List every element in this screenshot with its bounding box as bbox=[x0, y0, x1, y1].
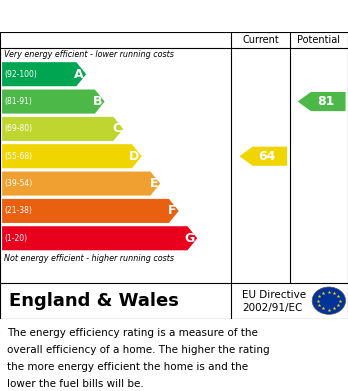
Text: (55-68): (55-68) bbox=[5, 152, 33, 161]
Text: 81: 81 bbox=[317, 95, 334, 108]
Text: lower the fuel bills will be.: lower the fuel bills will be. bbox=[7, 379, 144, 389]
Polygon shape bbox=[2, 199, 179, 223]
Text: England & Wales: England & Wales bbox=[9, 292, 179, 310]
Text: B: B bbox=[93, 95, 103, 108]
Polygon shape bbox=[239, 147, 287, 166]
Text: Current: Current bbox=[242, 35, 279, 45]
Text: E: E bbox=[150, 177, 158, 190]
Text: (69-80): (69-80) bbox=[5, 124, 33, 133]
Text: G: G bbox=[185, 232, 195, 245]
Text: Very energy efficient - lower running costs: Very energy efficient - lower running co… bbox=[4, 50, 174, 59]
Polygon shape bbox=[2, 117, 123, 141]
Text: the more energy efficient the home is and the: the more energy efficient the home is an… bbox=[7, 362, 248, 372]
Text: (81-91): (81-91) bbox=[5, 97, 33, 106]
Polygon shape bbox=[2, 172, 160, 196]
Text: (92-100): (92-100) bbox=[5, 70, 38, 79]
Polygon shape bbox=[298, 92, 346, 111]
Text: Potential: Potential bbox=[297, 35, 340, 45]
Polygon shape bbox=[2, 226, 197, 250]
Text: (39-54): (39-54) bbox=[5, 179, 33, 188]
Text: A: A bbox=[74, 68, 84, 81]
Text: EU Directive: EU Directive bbox=[242, 290, 306, 300]
Polygon shape bbox=[2, 144, 142, 168]
Polygon shape bbox=[2, 62, 86, 86]
Text: Not energy efficient - higher running costs: Not energy efficient - higher running co… bbox=[4, 254, 174, 263]
Ellipse shape bbox=[312, 287, 346, 314]
Text: The energy efficiency rating is a measure of the: The energy efficiency rating is a measur… bbox=[7, 328, 258, 338]
Text: (1-20): (1-20) bbox=[5, 234, 28, 243]
Text: (21-38): (21-38) bbox=[5, 206, 33, 215]
Polygon shape bbox=[2, 90, 105, 113]
Text: D: D bbox=[129, 150, 140, 163]
Text: Energy Efficiency Rating: Energy Efficiency Rating bbox=[9, 9, 230, 23]
Text: C: C bbox=[112, 122, 121, 135]
Text: F: F bbox=[168, 204, 176, 217]
Text: 2002/91/EC: 2002/91/EC bbox=[242, 303, 302, 313]
Text: overall efficiency of a home. The higher the rating: overall efficiency of a home. The higher… bbox=[7, 345, 270, 355]
Text: 64: 64 bbox=[259, 150, 276, 163]
